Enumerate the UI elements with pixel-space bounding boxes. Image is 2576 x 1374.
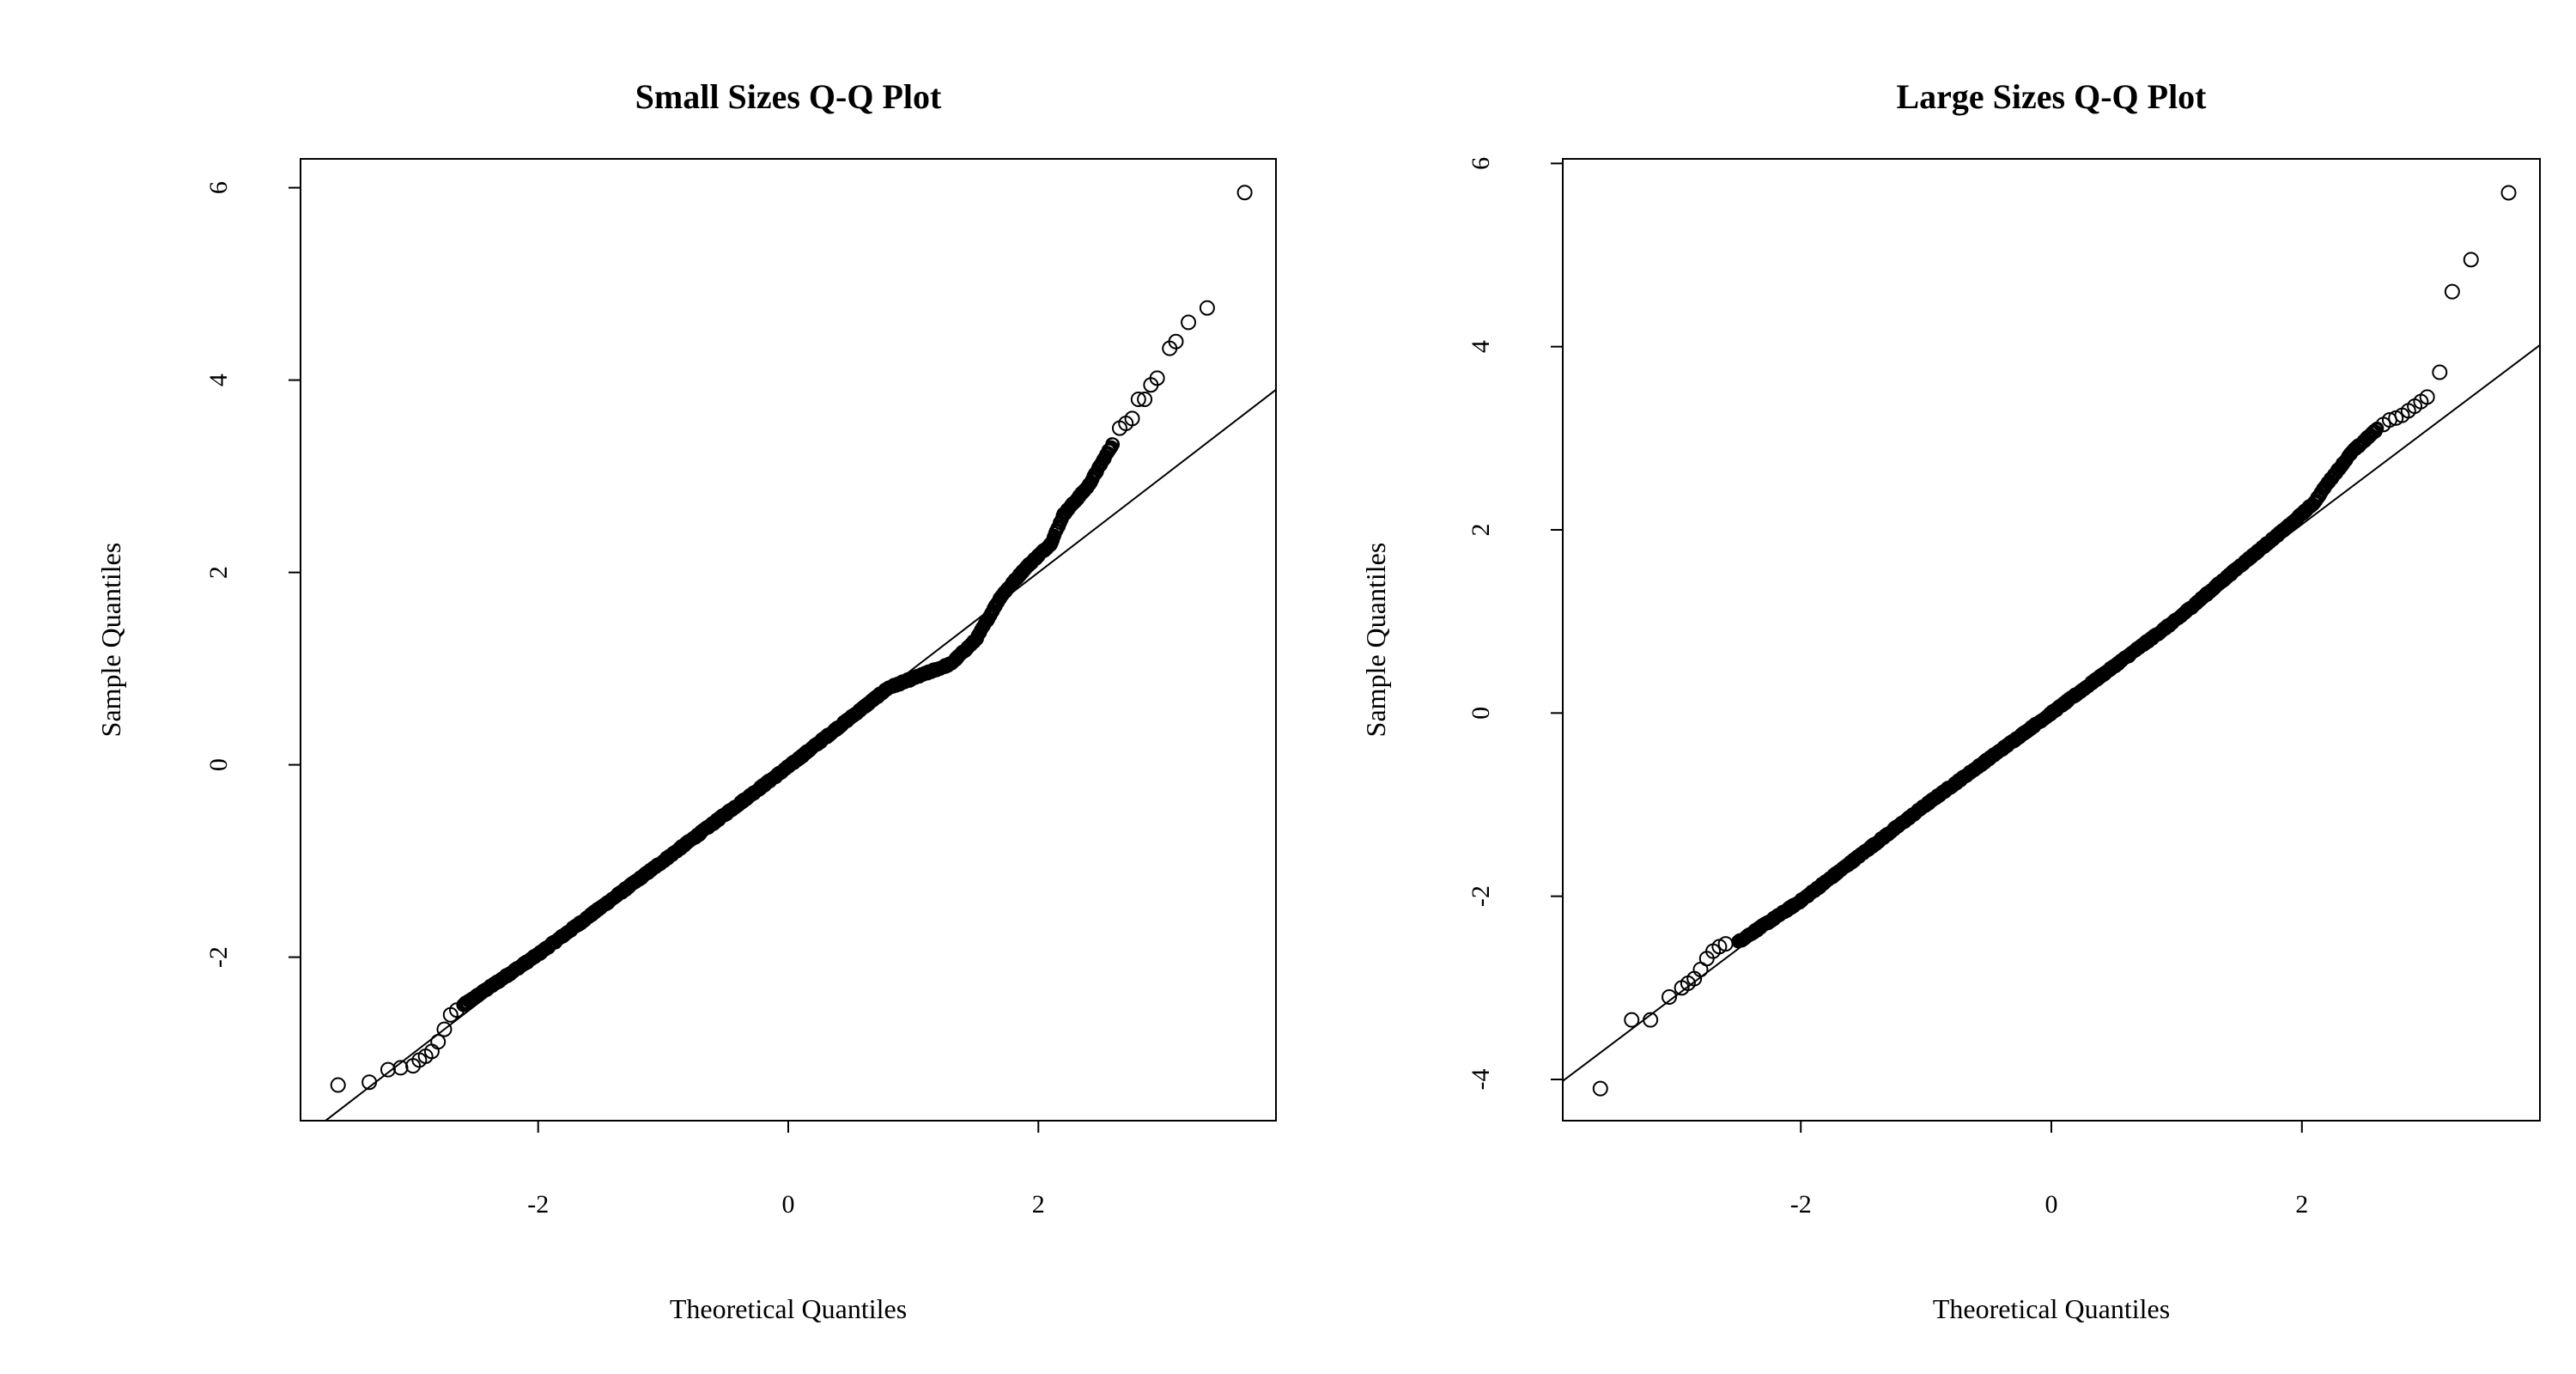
sample-point <box>380 1061 396 1078</box>
sample-point <box>1124 410 1140 427</box>
x-tick-label: -2 <box>527 1190 549 1219</box>
sample-point <box>1199 300 1215 316</box>
sample-point <box>1592 1080 1608 1097</box>
x-axis-label: Theoretical Quantiles <box>670 1293 907 1324</box>
sample-point <box>392 1060 409 1076</box>
sample-point <box>1717 936 1734 952</box>
sample-point <box>449 1002 465 1018</box>
y-axis-label: Sample Quantiles <box>1360 543 1391 738</box>
y-tick-label: 2 <box>1467 524 1495 537</box>
chart-title: Large Sizes Q-Q Plot <box>1896 77 2207 116</box>
sample-point <box>1181 314 1197 331</box>
sample-point <box>1106 437 1121 452</box>
y-tick-label: -4 <box>1467 1069 1495 1091</box>
sample-point <box>2444 283 2460 300</box>
y-tick-label: -2 <box>204 946 233 968</box>
y-tick-label: -2 <box>1467 885 1495 907</box>
sample-point <box>430 1034 447 1050</box>
y-tick-label: 4 <box>204 374 233 386</box>
x-tick-label: 0 <box>2045 1190 2058 1219</box>
sample-point <box>1149 370 1165 386</box>
chart-title: Small Sizes Q-Q Plot <box>635 77 942 116</box>
sample-point <box>1662 989 1678 1005</box>
y-tick-label: 0 <box>1467 707 1495 720</box>
y-tick-label: 6 <box>1467 157 1495 170</box>
sample-point <box>2419 389 2435 405</box>
x-axis-ticks: -2 0 2 <box>1790 1121 2308 1219</box>
x-tick-label: 0 <box>782 1190 795 1219</box>
sample-points <box>1592 185 2517 1097</box>
sample-point <box>2432 364 2448 380</box>
plot-frame <box>300 158 1277 1122</box>
small-sizes-qq-panel: Small Sizes Q-Q Plot -2 0 2 -2 0 2 4 6 Theoret… <box>95 77 1277 1324</box>
x-axis-ticks: -2 0 2 <box>527 1121 1045 1219</box>
x-axis-label: Theoretical Quantiles <box>1933 1293 2170 1324</box>
sample-point <box>1624 1012 1640 1028</box>
sample-point <box>1130 392 1146 407</box>
sample-point <box>2463 252 2479 268</box>
x-tick-label: -2 <box>1790 1190 1812 1219</box>
y-tick-label: 0 <box>204 758 233 771</box>
plot-frame <box>1562 158 2541 1122</box>
y-axis-ticks: -2 0 2 4 6 <box>204 181 301 968</box>
sample-point <box>1643 1012 1659 1028</box>
large-sizes-qq-panel: Large Sizes Q-Q Plot -2 0 2 -4 -2 0 2 4 6 Theor… <box>1360 77 2541 1324</box>
sample-points <box>330 185 1253 1093</box>
y-tick-label: 2 <box>204 566 233 579</box>
sample-point <box>1236 185 1253 201</box>
sample-point <box>1168 333 1184 350</box>
x-tick-label: 2 <box>2295 1190 2308 1219</box>
x-tick-label: 2 <box>1032 1190 1045 1219</box>
sample-point <box>2500 185 2517 201</box>
y-axis-label: Sample Quantiles <box>95 543 126 738</box>
sample-point <box>330 1077 346 1093</box>
y-axis-ticks: -4 -2 0 2 4 6 <box>1467 157 1563 1091</box>
sample-point <box>1137 392 1153 407</box>
sample-point <box>361 1074 378 1091</box>
sample-point <box>436 1021 453 1037</box>
y-tick-label: 6 <box>204 181 233 194</box>
y-tick-label: 4 <box>1467 340 1495 353</box>
